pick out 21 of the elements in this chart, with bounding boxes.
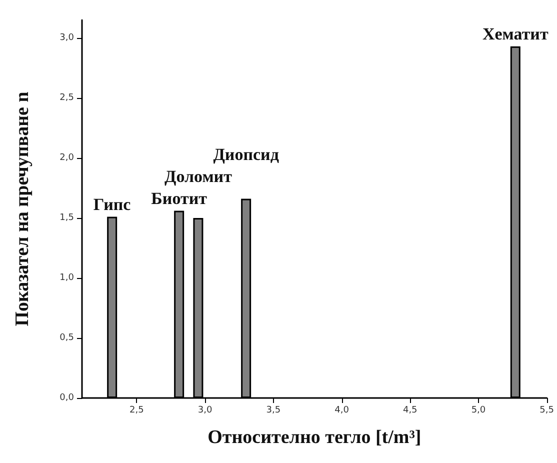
y-tick-label: 0,0 (60, 393, 74, 403)
annotation: Хематит (482, 24, 549, 44)
x-tick-label: 4,5 (402, 406, 418, 416)
y-tick-label: 0,5 (60, 333, 74, 343)
y-tick-label: 2,5 (60, 93, 74, 103)
x-tick-label: 4,0 (334, 406, 350, 416)
annotation: Биотит (151, 188, 208, 208)
y-axis-title: Показател на пречупване n (12, 91, 33, 326)
y-tick-label: 1,0 (60, 273, 74, 283)
y-tick-label: 3,0 (60, 33, 74, 43)
x-tick-label: 5,0 (471, 406, 486, 416)
annotation: Гипс (93, 194, 132, 214)
x-tick-label: 3,5 (266, 406, 281, 416)
x-axis-title: Относително тегло [t/m³] (208, 427, 422, 448)
x-tick-label: 3,0 (198, 406, 212, 416)
y-tick-label: 2,0 (60, 153, 74, 163)
y-tick-label: 1,5 (60, 213, 74, 223)
annotation: Диопсид (213, 144, 280, 164)
x-tick-label: 5,5 (540, 406, 554, 416)
x-tick-label: 2,5 (130, 406, 144, 416)
annotation: Доломит (164, 166, 233, 186)
